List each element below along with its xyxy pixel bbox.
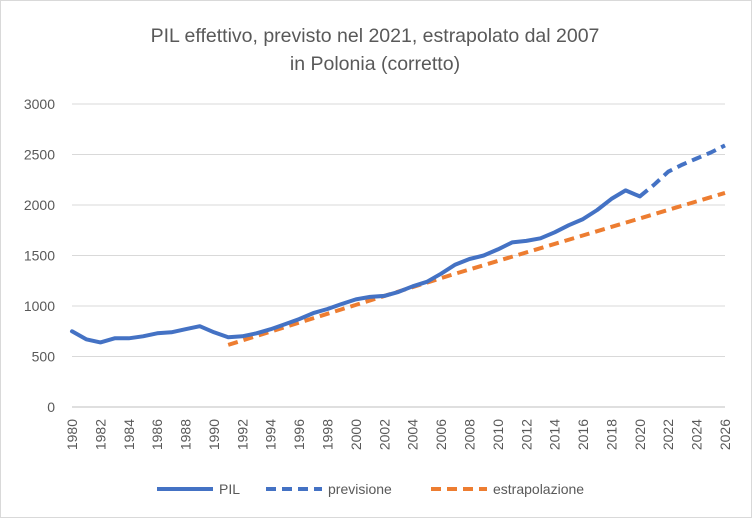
- x-tick-label: 2014: [547, 419, 563, 450]
- chart-title-line-1: PIL effettivo, previsto nel 2021, estrap…: [151, 25, 600, 47]
- y-tick-label: 2000: [24, 197, 55, 213]
- y-axis-labels: 0 500 1000 1500 2000 2500 3000: [24, 96, 55, 415]
- y-tick-label: 0: [47, 399, 55, 415]
- x-tick-label: 2024: [689, 419, 705, 450]
- x-tick-label: 1992: [234, 419, 250, 450]
- legend-label-estrapolazione: estrapolazione: [493, 481, 584, 497]
- x-tick-label: 2012: [518, 419, 534, 450]
- x-tick-label: 2000: [348, 419, 364, 450]
- y-tick-label: 1500: [24, 248, 55, 264]
- x-tick-label: 2026: [717, 419, 733, 450]
- series-line-PIL: [70, 188, 642, 345]
- x-tick-label: 2018: [603, 419, 619, 450]
- x-tick-label: 1988: [178, 419, 194, 450]
- series-line-previsione: [638, 143, 726, 198]
- y-tick-label: 2500: [24, 147, 55, 163]
- x-tick-label: 2016: [575, 419, 591, 450]
- x-tick-label: 1996: [291, 419, 307, 450]
- x-tick-label: 1998: [320, 419, 336, 450]
- y-tick-label: 1000: [24, 298, 55, 314]
- x-tick-label: 1982: [92, 419, 108, 450]
- gridlines: [72, 103, 725, 408]
- x-tick-label: 2008: [461, 419, 477, 450]
- x-tick-label: 1986: [149, 419, 165, 450]
- x-tick-label: 1990: [206, 419, 222, 450]
- x-tick-label: 1984: [121, 419, 137, 450]
- x-tick-label: 2002: [376, 419, 392, 450]
- chart-title-line-2: in Polonia (corretto): [290, 53, 460, 75]
- x-axis-labels: 1980 1982 1984 1986 1988 1990 1992 1994 1996 1998…: [64, 419, 733, 450]
- x-tick-label: 2022: [660, 419, 676, 450]
- y-tick-label: 500: [32, 349, 56, 365]
- series-lines: [70, 143, 726, 347]
- x-tick-label: 2006: [433, 419, 449, 450]
- series-line-estrapolazione: [227, 190, 726, 347]
- x-tick-label: 2004: [405, 419, 421, 450]
- x-tick-label: 1980: [64, 419, 80, 450]
- y-tick-label: 3000: [24, 96, 55, 112]
- legend: PIL previsione estrapolazione: [157, 481, 584, 497]
- x-tick-label: 2020: [632, 419, 648, 450]
- legend-label-previsione: previsione: [328, 481, 392, 497]
- x-tick-label: 2010: [490, 419, 506, 450]
- legend-label-PIL: PIL: [219, 481, 240, 497]
- x-tick-label: 1994: [263, 419, 279, 450]
